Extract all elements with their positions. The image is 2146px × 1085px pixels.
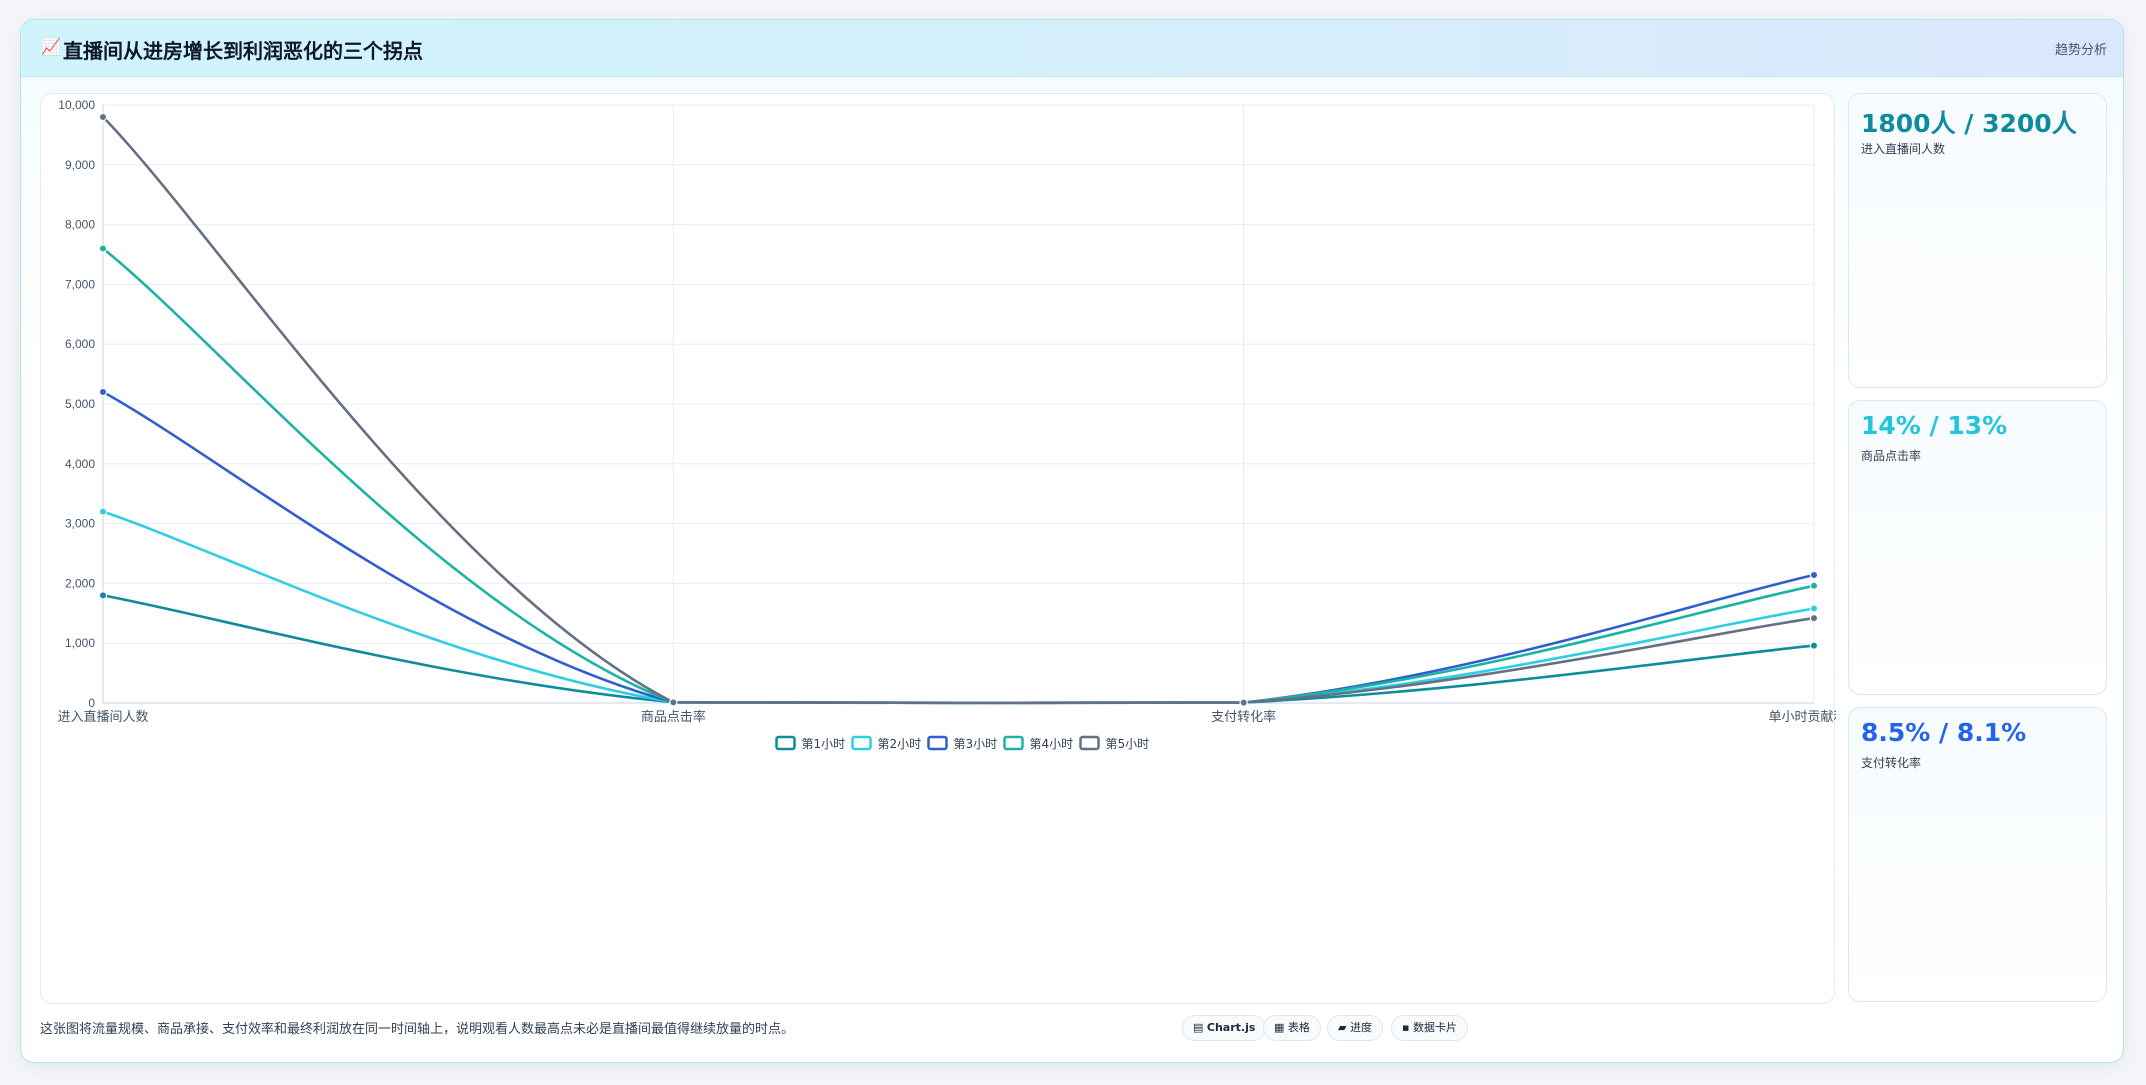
series-line: [102, 510, 1815, 705]
progress-icon: ▰: [1338, 1021, 1347, 1034]
data-point: [1809, 613, 1819, 623]
pill-table[interactable]: ▦ 表格: [1263, 1015, 1321, 1041]
chart-note: 这张图将流量规模、商品承接、支付效率和最终利润放在同一时间轴上，说明观看人数最高…: [40, 1022, 795, 1037]
series-line: [102, 116, 1815, 705]
y-tick-label: 5,000: [65, 397, 95, 411]
kpi-value: 14% / 13%: [1861, 411, 2008, 440]
dashboard-card: 📈 直播间从进房增长到利润恶化的三个拐点 趋势分析 0 1,000 2,000 3,0…: [20, 19, 2124, 1063]
y-tick-label: 1,000: [65, 636, 95, 650]
data-point: [98, 591, 108, 600]
legend-swatch: [1079, 735, 1100, 751]
page-title: 直播间从进房增长到利润恶化的三个拐点: [63, 39, 423, 63]
table-icon: ▦: [1274, 1021, 1285, 1034]
y-tick-label: 6,000: [65, 337, 95, 351]
x-tick-label: 单小时贡献利润: [1768, 710, 1836, 725]
data-card-icon: ▪: [1402, 1021, 1410, 1034]
data-point: [1239, 698, 1248, 707]
legend-label: 第4小时: [1030, 737, 1074, 751]
legend-label: 第1小时: [802, 737, 846, 751]
pill-data-card[interactable]: ▪ 数据卡片: [1391, 1015, 1468, 1041]
x-tick-label: 商品点击率: [641, 709, 706, 725]
data-point: [1809, 570, 1819, 580]
pill-chartjs[interactable]: ▤ Chart.js: [1182, 1015, 1267, 1041]
kpi-card-click-rate: 14% / 13% 商品点击率: [1848, 400, 2107, 695]
pill-label: 进度: [1349, 1021, 1372, 1034]
legend-swatch: [775, 735, 796, 751]
data-point: [98, 387, 108, 397]
line-chart: 0 1,000 2,000 3,000 4,000 5,000 6,000 7,000 8,00…: [57, 98, 1836, 751]
y-tick-label: 9,000: [65, 158, 95, 172]
legend-swatch: [927, 735, 948, 751]
chart-trend-icon: 📈: [41, 37, 61, 56]
kpi-label: 商品点击率: [1861, 449, 1922, 463]
y-tick-label: 7,000: [65, 277, 95, 291]
legend-label: 第3小时: [954, 737, 998, 751]
kpi-value: 1800人 / 3200人: [1861, 109, 2077, 138]
series-line: [102, 390, 1815, 705]
y-tick-label: 2,000: [65, 576, 95, 590]
y-tick-label: 0: [88, 696, 95, 710]
x-tick-label: 进入直播间人数: [57, 710, 148, 725]
data-point: [1809, 604, 1819, 613]
chart-panel: 0 1,000 2,000 3,000 4,000 5,000 6,000 7,000 8,00…: [40, 93, 1836, 1004]
legend-swatch: [851, 735, 872, 751]
pill-label: 表格: [1287, 1021, 1310, 1034]
data-point: [98, 244, 108, 253]
pill-progress[interactable]: ▰ 进度: [1327, 1015, 1383, 1041]
card-header: 📈 直播间从进房增长到利润恶化的三个拐点 趋势分析: [21, 20, 2123, 77]
pill-label: 数据卡片: [1412, 1021, 1457, 1034]
series-line: [102, 247, 1815, 705]
kpi-label: 支付转化率: [1861, 756, 1922, 770]
chart-lib-icon: ▤: [1193, 1021, 1204, 1034]
kpi-value: 8.5% / 8.1%: [1861, 718, 2027, 747]
data-point: [1809, 641, 1819, 650]
legend-label: 第5小时: [1106, 737, 1150, 751]
y-tick-label: 8,000: [65, 218, 95, 232]
legend-label: 第2小时: [878, 737, 922, 751]
y-tick-label: 3,000: [65, 517, 95, 531]
kpi-card-conversion: 8.5% / 8.1% 支付转化率: [1848, 707, 2107, 1002]
data-point: [669, 698, 678, 707]
y-tick-label: 4,000: [65, 457, 95, 471]
header-tag: 趋势分析: [2054, 43, 2107, 58]
kpi-card-visitors: 1800人 / 3200人 进入直播间人数: [1848, 93, 2107, 388]
y-tick-label: 10,000: [58, 98, 95, 112]
data-point: [98, 507, 108, 516]
pill-label: Chart.js: [1206, 1021, 1256, 1034]
data-point: [98, 112, 108, 122]
kpi-label: 进入直播间人数: [1861, 142, 1946, 156]
data-point: [1809, 581, 1819, 590]
x-tick-label: 支付转化率: [1211, 709, 1276, 725]
legend-swatch: [1003, 735, 1024, 751]
